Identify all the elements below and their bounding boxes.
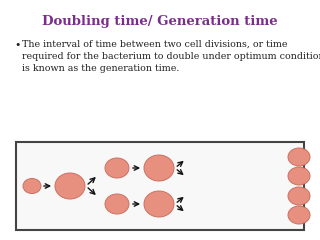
Ellipse shape: [23, 179, 41, 193]
Text: The interval of time between two cell divisions, or time: The interval of time between two cell di…: [22, 40, 287, 49]
Ellipse shape: [288, 148, 310, 166]
Ellipse shape: [144, 155, 174, 181]
Text: required for the bacterium to double under optimum condition: required for the bacterium to double und…: [22, 52, 320, 61]
Text: Doubling time/ Generation time: Doubling time/ Generation time: [42, 15, 278, 28]
Ellipse shape: [105, 158, 129, 178]
Ellipse shape: [144, 191, 174, 217]
Ellipse shape: [55, 173, 85, 199]
Ellipse shape: [288, 167, 310, 185]
Ellipse shape: [288, 206, 310, 224]
Ellipse shape: [105, 194, 129, 214]
Text: is known as the generation time.: is known as the generation time.: [22, 64, 180, 73]
Text: •: •: [14, 40, 20, 50]
Ellipse shape: [288, 187, 310, 205]
FancyBboxPatch shape: [16, 142, 304, 230]
